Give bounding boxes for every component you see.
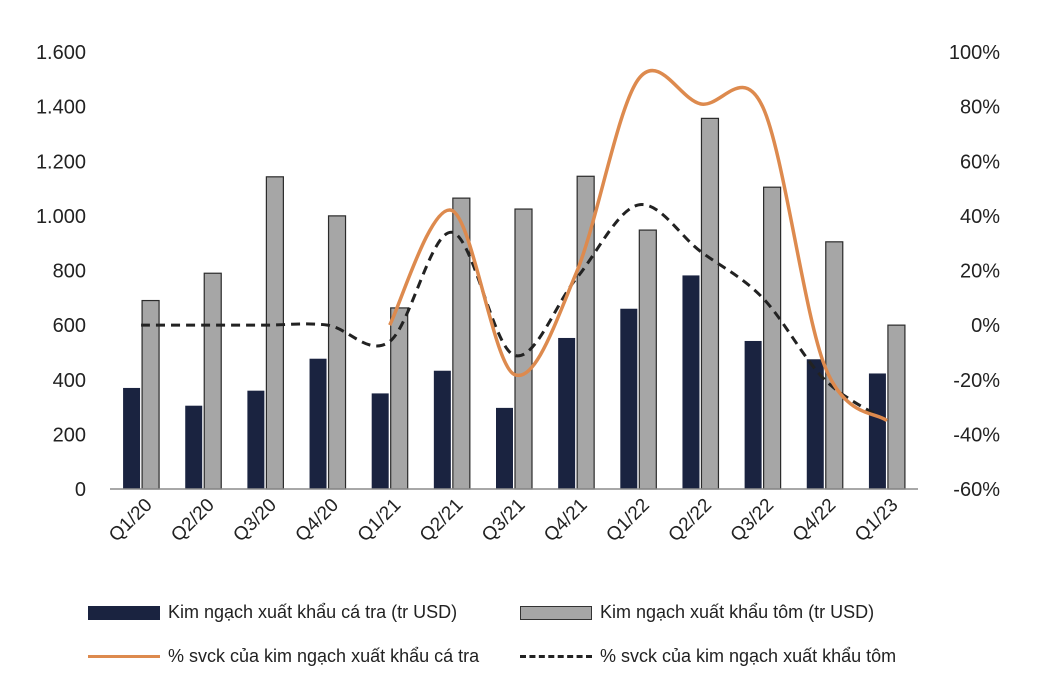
bar-tom	[763, 186, 782, 490]
left-tick-label: 1.000	[36, 206, 86, 228]
bar-ca-tra	[744, 340, 762, 489]
x-tick-label: Q1/20	[105, 495, 156, 546]
bar-tom	[887, 324, 906, 490]
right-axis-ticks: -60% -40% -20% 0% 20% 40% 60% 80% 100%	[949, 42, 1000, 501]
x-tick-label: Q4/22	[789, 495, 840, 546]
legend: Kim ngạch xuất khẩu cá tra (tr USD) Kim …	[0, 588, 1062, 678]
left-axis-ticks: 0 200 400 600 800 1.000 1.200 1.400 1.600	[36, 42, 86, 501]
bar-ca-tra	[433, 370, 451, 489]
right-tick-label: 0%	[971, 315, 1000, 337]
right-tick-label: 100%	[949, 42, 1000, 64]
left-tick-label: 600	[53, 315, 86, 337]
bar-tom	[327, 215, 347, 490]
left-tick-label: 200	[53, 424, 86, 446]
legend-item-tom-bar: Kim ngạch xuất khẩu tôm (tr USD)	[520, 602, 874, 623]
x-tick-label: Q1/23	[851, 495, 902, 546]
bar-ca-tra	[558, 337, 576, 489]
left-tick-label: 800	[53, 261, 86, 283]
x-tick-label: Q2/20	[167, 495, 218, 546]
bar-ca-tra	[309, 358, 327, 489]
bar-ca-tra	[123, 387, 141, 489]
bar-group	[123, 117, 906, 490]
x-tick-label: Q1/21	[354, 495, 405, 546]
x-tick-label: Q3/20	[229, 495, 280, 546]
series-line-ca-tra	[388, 69, 889, 423]
x-tick-label: Q4/21	[540, 495, 591, 546]
right-tick-label: 20%	[960, 261, 1000, 283]
bar-tom	[825, 241, 844, 490]
left-tick-label: 1.600	[36, 42, 86, 64]
right-tick-label: -40%	[953, 424, 1000, 446]
bar-ca-tra	[496, 407, 513, 489]
bar-tom	[265, 176, 284, 490]
line-group	[141, 69, 889, 423]
right-tick-label: 80%	[960, 97, 1000, 119]
x-tick-label: Q4/20	[292, 495, 343, 546]
legend-item-ca-tra-bar: Kim ngạch xuất khẩu cá tra (tr USD)	[88, 602, 457, 623]
bar-ca-tra	[247, 390, 265, 489]
bar-ca-tra	[371, 393, 389, 489]
bar-tom	[203, 272, 222, 490]
x-tick-label: Q3/21	[478, 495, 529, 546]
legend-swatch-tom-bar	[520, 605, 592, 620]
bar-tom	[700, 117, 720, 490]
legend-label: Kim ngạch xuất khẩu tôm (tr USD)	[600, 602, 875, 622]
right-tick-label: -60%	[953, 479, 1000, 501]
category-labels: Q1/20 Q2/20 Q3/20 Q4/20 Q1/21 Q2/21 Q3/21 Q4/21…	[105, 495, 902, 546]
legend-item-tom-line: % svck của kim ngạch xuất khẩu tôm	[520, 646, 896, 667]
legend-swatch-ca-tra-bar	[88, 605, 160, 620]
bar-ca-tra	[185, 405, 203, 489]
legend-label: % svck của kim ngạch xuất khẩu cá tra	[168, 646, 480, 666]
left-tick-label: 1.400	[36, 97, 86, 119]
bar-tom	[638, 229, 657, 490]
left-tick-label: 400	[53, 370, 86, 392]
legend-swatch-tom-line	[520, 655, 592, 658]
x-tick-label: Q2/22	[665, 495, 716, 546]
right-tick-label: 40%	[960, 206, 1000, 228]
bar-ca-tra	[682, 275, 700, 489]
right-tick-label: 60%	[960, 151, 1000, 173]
x-tick-label: Q1/22	[602, 495, 653, 546]
chart: 0 200 400 600 800 1.000 1.200 1.400 1.600 -60% -4…	[36, 42, 1000, 546]
left-tick-label: 0	[75, 479, 86, 501]
bar-ca-tra	[620, 308, 638, 489]
bar-ca-tra	[806, 359, 824, 489]
bar-tom	[390, 307, 409, 490]
right-tick-label: -20%	[953, 370, 1000, 392]
bar-tom	[141, 299, 160, 490]
x-tick-label: Q2/21	[416, 495, 467, 546]
bar-ca-tra	[868, 373, 886, 489]
left-tick-label: 1.200	[36, 151, 86, 173]
legend-label: % svck của kim ngạch xuất khẩu tôm	[600, 646, 897, 666]
legend-swatch-ca-tra-line	[88, 655, 160, 658]
legend-item-ca-tra-line: % svck của kim ngạch xuất khẩu cá tra	[88, 646, 479, 667]
legend-label: Kim ngạch xuất khẩu cá tra (tr USD)	[168, 602, 458, 622]
x-tick-label: Q3/22	[727, 495, 778, 546]
